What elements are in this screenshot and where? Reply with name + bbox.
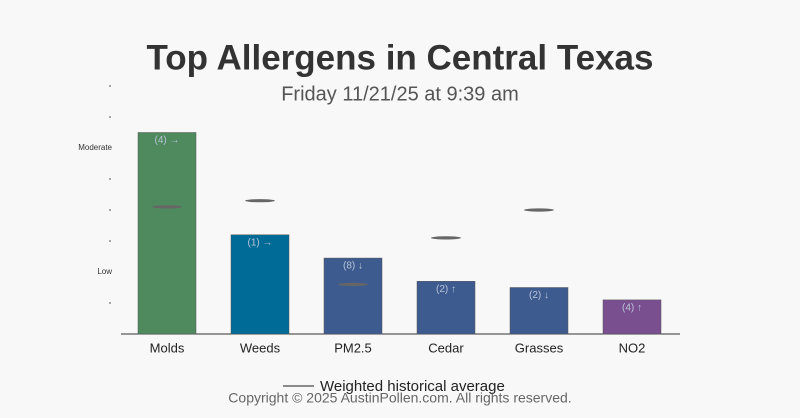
bar-annotation: (2) ↓: [529, 290, 549, 301]
bar: [137, 132, 197, 335]
chart-title: Top Allergens in Central Texas: [147, 38, 654, 77]
legend-label: Weighted historical average: [320, 378, 505, 395]
bar: [230, 234, 290, 335]
x-tick-label: Weeds: [240, 340, 281, 355]
bar: [323, 257, 383, 335]
y-tick-label: Moderate: [78, 143, 112, 152]
bar: [509, 287, 569, 335]
historical-average: [245, 199, 275, 203]
historical-average: [431, 236, 461, 240]
bar: [602, 299, 662, 335]
x-tick-label: PM2.5: [334, 340, 372, 355]
bar-annotation: (2) ↑: [436, 284, 456, 295]
chart-subtitle: Friday 11/21/25 at 9:39 am: [281, 83, 519, 105]
historical-average: [338, 282, 368, 286]
bar-annotation: (1) →: [248, 237, 273, 248]
x-tick-label: Molds: [150, 340, 185, 355]
bar-annotation: (8) ↓: [343, 261, 363, 272]
y-tick-label: Low: [97, 267, 112, 276]
x-tick-label: NO2: [619, 340, 646, 355]
x-tick-label: Grasses: [515, 340, 564, 355]
bar: [416, 281, 476, 335]
x-tick-label: Cedar: [428, 340, 464, 355]
bar-annotation: (4) →: [155, 135, 180, 146]
historical-average: [152, 205, 182, 209]
footer: Copyright © 2025 AustinPollen.com. All r…: [228, 390, 571, 406]
historical-average: [524, 208, 554, 212]
bar-annotation: (4) ↑: [622, 303, 642, 314]
